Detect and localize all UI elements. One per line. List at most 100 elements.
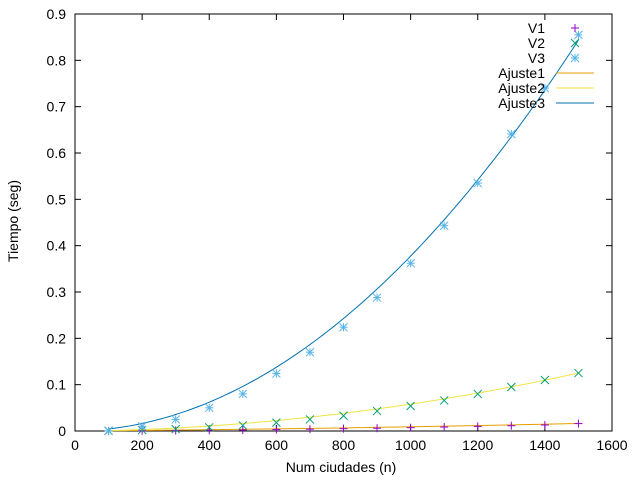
- marker-stroke: [339, 411, 348, 421]
- point-v1: [305, 425, 314, 434]
- marker-stroke: [305, 415, 315, 424]
- marker-stroke: [372, 406, 382, 416]
- y-tick-label: 0.5: [47, 191, 67, 207]
- marker-stroke: [272, 418, 281, 428]
- legend-marker: [571, 24, 579, 32]
- point-v3: [372, 293, 382, 302]
- point-v3: [473, 178, 483, 188]
- x-tick-label: 1200: [462, 437, 493, 453]
- point-v2: [238, 421, 248, 430]
- point-v3: [104, 426, 113, 436]
- data-points: [104, 30, 583, 436]
- x-tick-label: 200: [130, 437, 154, 453]
- point-v1: [272, 425, 281, 434]
- marker-stroke: [574, 30, 583, 40]
- axes: 0 200 400 600 800 1000 1200 1400 1600 0 0.1 0.2 0.3 0…: [47, 6, 628, 453]
- x-tick-label: 1400: [529, 437, 560, 453]
- point-v3: [540, 83, 550, 93]
- y-tick-label: 0.8: [47, 52, 67, 68]
- marker-stroke: [570, 53, 580, 63]
- legend-marker: [570, 38, 580, 48]
- point-v1: [574, 419, 583, 428]
- marker-stroke: [570, 38, 580, 48]
- point-v1: [406, 423, 415, 432]
- fit-curve-ajuste2: [108, 372, 579, 432]
- marker-stroke: [104, 426, 113, 436]
- point-v3: [506, 129, 516, 139]
- point-v1: [473, 422, 482, 431]
- point-v3: [204, 403, 214, 413]
- x-tick-label: 600: [265, 437, 289, 453]
- marker-stroke: [204, 403, 214, 413]
- marker-stroke: [473, 389, 483, 399]
- marker-stroke: [473, 178, 483, 188]
- point-v3: [305, 347, 315, 357]
- y-tick-label: 0.4: [47, 238, 67, 254]
- y-tick-label: 0: [58, 423, 66, 439]
- fit-curve-ajuste3: [108, 39, 579, 430]
- marker-stroke: [372, 293, 382, 302]
- marker-stroke: [574, 368, 583, 378]
- y-tick-label: 0.6: [47, 145, 67, 161]
- legend-label: Ajuste1: [498, 65, 545, 81]
- point-v2: [439, 396, 449, 405]
- x-tick-label: 1000: [395, 437, 426, 453]
- point-v1: [339, 424, 348, 433]
- point-v3: [574, 30, 583, 40]
- marker-stroke: [540, 375, 550, 385]
- marker-stroke: [439, 221, 449, 231]
- point-v2: [506, 382, 516, 392]
- marker-stroke: [238, 421, 248, 430]
- marker-stroke: [406, 258, 415, 268]
- point-v2: [339, 411, 348, 421]
- marker-stroke: [238, 389, 248, 399]
- marker-stroke: [439, 396, 449, 405]
- x-tick-label: 0: [71, 437, 79, 453]
- legend-label: V1: [528, 20, 545, 36]
- point-v3: [238, 389, 248, 399]
- point-v1: [540, 420, 549, 429]
- legend-label: Ajuste3: [498, 95, 545, 111]
- point-v2: [574, 368, 583, 378]
- marker-stroke: [506, 382, 516, 392]
- x-tick-label: 800: [332, 437, 356, 453]
- point-v1: [373, 424, 382, 433]
- point-v3: [339, 322, 348, 332]
- point-v3: [171, 415, 181, 424]
- y-tick-label: 0.2: [47, 330, 67, 346]
- point-v2: [406, 401, 415, 411]
- point-v2: [171, 424, 181, 434]
- x-axis-title: Num ciudades (n): [286, 459, 397, 475]
- marker-stroke: [406, 401, 415, 411]
- y-tick-label: 0.3: [47, 284, 67, 300]
- y-tick-label: 0.7: [47, 99, 67, 115]
- marker-stroke: [540, 83, 550, 93]
- point-v2: [305, 415, 315, 424]
- legend-marker: [570, 53, 580, 63]
- point-v2: [372, 406, 382, 416]
- point-v2: [540, 375, 550, 385]
- x-tick-label: 400: [198, 437, 222, 453]
- point-v1: [507, 421, 516, 430]
- legend-label: V2: [528, 35, 545, 51]
- point-v2: [204, 422, 214, 432]
- marker-stroke: [272, 369, 281, 378]
- point-v3: [439, 221, 449, 231]
- point-v3: [272, 369, 281, 378]
- marker-stroke: [339, 322, 348, 332]
- y-tick-label: 0.9: [47, 6, 67, 22]
- point-v3: [137, 422, 147, 431]
- point-v1: [238, 425, 247, 434]
- y-tick-label: 0.1: [47, 377, 67, 393]
- marker-stroke: [137, 422, 147, 431]
- marker-stroke: [305, 347, 315, 357]
- legend-label: Ajuste2: [498, 80, 545, 96]
- marker-stroke: [171, 415, 181, 424]
- point-v2: [272, 418, 281, 428]
- marker-stroke: [506, 129, 516, 139]
- x-tick-label: 1600: [596, 437, 627, 453]
- y-axis-title: Tiempo (seg): [5, 180, 21, 262]
- point-v2: [473, 389, 483, 399]
